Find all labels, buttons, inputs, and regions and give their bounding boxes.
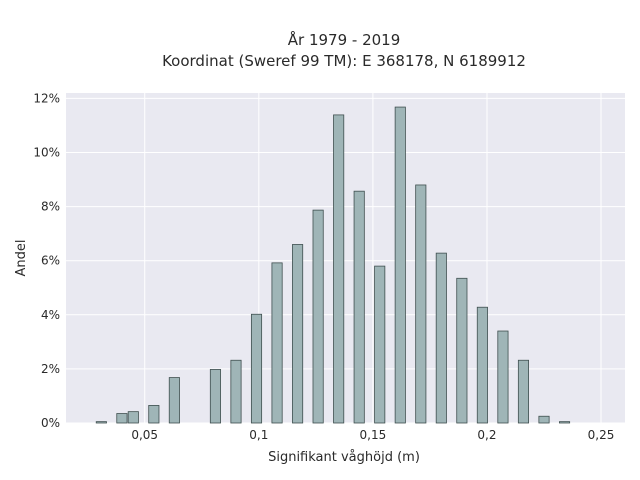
x-axis-label: Signifikant våghöjd (m) [268,450,420,465]
y-tick-label: 8% [41,200,60,214]
bar [292,244,304,424]
plot-area [66,93,625,423]
bar [559,421,571,424]
bar [333,114,345,424]
bar [250,313,263,424]
x-tick-label: 0,15 [360,428,387,442]
x-axis-ticks: 0,05 0,1 0,15 0,2 0,25 [131,428,614,442]
bar [374,265,386,424]
bar [271,262,283,424]
bar [353,190,365,424]
bar [312,209,324,424]
chart-subtitle: Koordinat (Sweref 99 TM): E 368178, N 61… [162,52,526,70]
x-tick-label: 0,25 [588,428,615,442]
chart-title: År 1979 - 2019 [288,30,401,49]
y-tick-label: 2% [41,362,60,376]
bar [148,405,160,424]
bar [127,411,139,424]
x-tick-label: 0,1 [249,428,268,442]
bar [538,415,550,424]
bar [476,306,488,424]
x-tick-label: 0,2 [477,428,496,442]
y-tick-label: 6% [41,254,60,268]
bar [116,413,128,424]
bar [95,421,107,424]
y-tick-label: 4% [41,308,60,322]
bar [456,277,468,424]
x-tick-label: 0,05 [131,428,158,442]
bars [95,106,571,424]
y-tick-label: 10% [33,146,60,160]
bar [517,359,530,424]
bar [497,330,509,424]
bar [435,252,447,424]
y-tick-label: 12% [33,91,60,105]
bar [394,106,406,424]
y-axis-ticks: 0% 2% 4% 6% 8% 10% 12% [33,91,60,430]
bar [415,184,427,424]
bar [168,377,180,424]
bar [230,359,242,424]
y-axis-label: Andel [14,240,29,277]
bar [209,369,221,424]
y-tick-label: 0% [41,416,60,430]
